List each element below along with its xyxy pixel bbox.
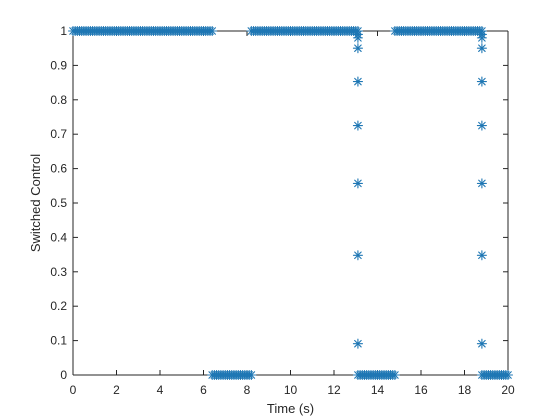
x-tick-label-5: 10 <box>284 383 298 397</box>
plot-area <box>73 31 508 375</box>
data-point-151 <box>389 369 400 381</box>
data-point-217 <box>476 76 487 87</box>
data-point-215 <box>476 32 487 43</box>
data-point-83 <box>246 369 257 381</box>
data-point-209 <box>352 76 363 87</box>
data-point-216 <box>476 43 487 54</box>
y-axis-label: Switched Control <box>28 154 43 252</box>
data-point-212 <box>352 250 363 261</box>
x-tick-label-9: 18 <box>458 383 472 397</box>
y-tick-label-5: 0.5 <box>50 196 67 210</box>
x-tick-label-0: 0 <box>70 383 77 397</box>
x-tick-label-10: 20 <box>501 383 515 397</box>
y-tick-label-2: 0.2 <box>50 299 67 313</box>
y-tick-label-10: 1 <box>60 24 67 38</box>
y-tick-label-4: 0.4 <box>50 230 67 244</box>
data-point-64 <box>207 25 218 37</box>
data-point-210 <box>352 120 363 131</box>
data-point-219 <box>476 178 487 189</box>
y-tick-label-9: 0.9 <box>50 58 67 72</box>
x-tick-label-4: 8 <box>244 383 251 397</box>
y-tick-label-7: 0.7 <box>50 127 67 141</box>
y-tick-label-0: 0 <box>60 368 67 382</box>
data-point-208 <box>352 43 363 54</box>
x-tick-label-6: 12 <box>327 383 341 397</box>
data-point-211 <box>352 178 363 189</box>
x-tick-label-7: 14 <box>371 383 385 397</box>
x-tick-label-1: 2 <box>113 383 120 397</box>
y-tick-label-1: 0.1 <box>50 334 67 348</box>
x-axis-label: Time (s) <box>267 401 314 416</box>
x-tick-label-3: 6 <box>200 383 207 397</box>
y-tick-label-3: 0.3 <box>50 265 67 279</box>
data-point-218 <box>476 120 487 131</box>
data-point-213 <box>352 338 363 349</box>
data-point-207 <box>352 32 363 43</box>
plot-layer: 0 2 4 6 8 10 12 14 16 18 20 0 0.1 0.2 0.3 0.4 0.5 0.6 0.7 0… <box>50 24 515 397</box>
data-point-220 <box>476 250 487 261</box>
y-tick-label-8: 0.8 <box>50 93 67 107</box>
y-tick-label-6: 0.6 <box>50 162 67 176</box>
x-tick-label-8: 16 <box>414 383 428 397</box>
data-point-205 <box>502 369 514 381</box>
data-point-221 <box>476 338 487 349</box>
x-tick-label-2: 4 <box>157 383 164 397</box>
